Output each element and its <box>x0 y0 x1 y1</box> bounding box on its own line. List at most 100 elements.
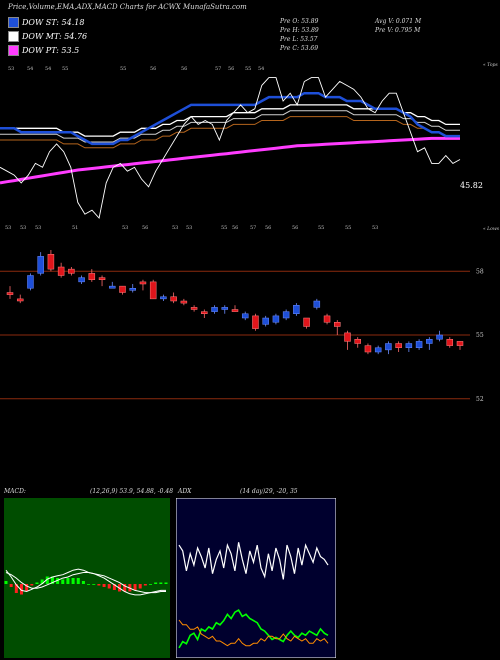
candle-down <box>98 277 106 280</box>
candle-down <box>252 315 259 329</box>
macd-histogram-bar <box>71 578 75 584</box>
stat-avg-volume: Avg V: 0.071 M <box>375 18 422 25</box>
bottom-tick-label: 56 <box>292 225 298 231</box>
bottom-tick-label: 56 <box>265 225 271 231</box>
adx-line <box>178 542 329 580</box>
bottom-tick-label: 53 <box>172 225 178 231</box>
candle-down <box>354 339 361 344</box>
candle-down <box>323 315 331 323</box>
macd-histogram-bar <box>97 584 101 586</box>
ema-mid-secondary-line <box>0 110 460 143</box>
macd-histogram-bar <box>143 584 147 586</box>
candle-up <box>282 311 290 319</box>
top-tick-label: 56 <box>228 66 234 72</box>
macd-histogram-bar <box>4 581 8 584</box>
legend-label-mt: DOW MT: 54.76 <box>22 32 88 41</box>
candle-up <box>293 305 300 314</box>
candle-down <box>57 266 65 276</box>
candle-up <box>27 275 34 289</box>
candle-up <box>436 334 443 340</box>
bottom-tick-label: 53 <box>5 225 11 231</box>
bottom-tick-label: 55 <box>318 225 324 231</box>
macd-histogram-bar <box>45 576 49 584</box>
macd-histogram-bar <box>76 578 80 584</box>
top-tick-label: 53 <box>8 66 14 72</box>
candle-down <box>201 311 208 314</box>
candle-down <box>180 300 188 304</box>
stat-prev-low: Pre L: 53.57 <box>280 36 318 43</box>
bottom-tick-label: 53 <box>186 225 192 231</box>
candle-up <box>129 288 136 291</box>
legend-item-dow-mt: DOW MT: 54.76 <box>8 31 87 42</box>
last-value-label: 45.82 <box>460 181 483 190</box>
adx-params: (14 day)29, -20, 35 <box>240 488 298 495</box>
macd-histogram-bar <box>56 578 60 584</box>
candle-up <box>426 339 433 344</box>
top-tick-label: 54 <box>27 66 33 72</box>
candle-down <box>303 317 310 327</box>
price-ema-chart: 53 54 54 55 55 56 56 57 56 55 54 53 53 53 51 53 56 53 53 5… <box>0 62 500 232</box>
candle-up <box>272 315 280 323</box>
bottom-tick-label: 51 <box>72 225 78 231</box>
candle-down <box>68 268 75 274</box>
candle-up <box>374 347 382 353</box>
candle-down <box>395 343 402 348</box>
top-tick-label: 54 <box>45 66 51 72</box>
candle-up <box>313 300 321 308</box>
macd-title: MACD: <box>4 488 26 495</box>
adx-title: ADX <box>178 488 192 495</box>
macd-background <box>4 498 170 658</box>
candle-down <box>6 292 14 295</box>
top-tick-label: 57 <box>215 66 221 72</box>
bottom-tick-label: 53 <box>122 225 128 231</box>
candle-up <box>415 341 423 348</box>
stat-prev-high: Pre H: 53.89 <box>280 27 319 34</box>
legend: DOW ST: 54.18 DOW MT: 54.76 DOW PT: 53.5 <box>8 17 87 56</box>
legend-swatch-mt-icon <box>8 31 19 42</box>
top-tick-label: 55 <box>62 66 68 72</box>
candle-down <box>88 273 96 280</box>
candle-down <box>149 281 157 300</box>
bottom-tick-label: 57 <box>250 225 256 231</box>
ema-short-line <box>0 91 460 146</box>
candle-down <box>364 345 372 353</box>
macd-histogram-bar <box>87 584 91 585</box>
di-minus-line <box>178 619 329 647</box>
bottom-tick-label: 56 <box>142 225 148 231</box>
candle-up <box>262 317 269 325</box>
macd-histogram-bar <box>19 584 23 595</box>
bottom-tick-label: 53 <box>372 225 378 231</box>
candle-down <box>139 281 147 285</box>
macd-histogram-bar <box>66 578 70 584</box>
candle-up <box>211 307 218 312</box>
bottom-tick-label: 56 <box>232 225 238 231</box>
macd-histogram-bar <box>164 582 168 584</box>
macd-histogram-bar <box>92 584 96 585</box>
candle-up <box>221 307 229 310</box>
lows-label: « Lows <box>483 226 500 232</box>
top-tick-label: 56 <box>181 66 187 72</box>
macd-histogram-bar <box>30 584 34 586</box>
macd-histogram-bar <box>40 579 44 584</box>
macd-histogram-bar <box>14 584 18 593</box>
bottom-tick-label: 53 <box>35 225 41 231</box>
candle-down <box>446 339 454 346</box>
candle-down <box>190 307 198 310</box>
legend-swatch-st-icon <box>8 17 19 28</box>
legend-item-dow-st: DOW ST: 54.18 <box>8 17 87 28</box>
macd-chart <box>4 498 170 658</box>
macd-histogram-bar <box>159 582 163 584</box>
macd-line <box>5 568 166 596</box>
y-axis-label: 55 <box>476 332 484 339</box>
top-tick-label: 54 <box>258 66 264 72</box>
candle-up <box>405 343 413 348</box>
candle-up <box>37 256 44 274</box>
y-axis-label: 52 <box>476 396 484 403</box>
candle-up <box>241 313 249 319</box>
macd-histogram-bar <box>138 584 142 589</box>
legend-item-dow-pt: DOW PT: 53.5 <box>8 45 87 56</box>
bottom-tick-label: 53 <box>20 225 26 231</box>
macd-histogram-bar <box>9 584 13 587</box>
macd-histogram-bar <box>102 584 106 587</box>
candle-down <box>334 322 341 327</box>
